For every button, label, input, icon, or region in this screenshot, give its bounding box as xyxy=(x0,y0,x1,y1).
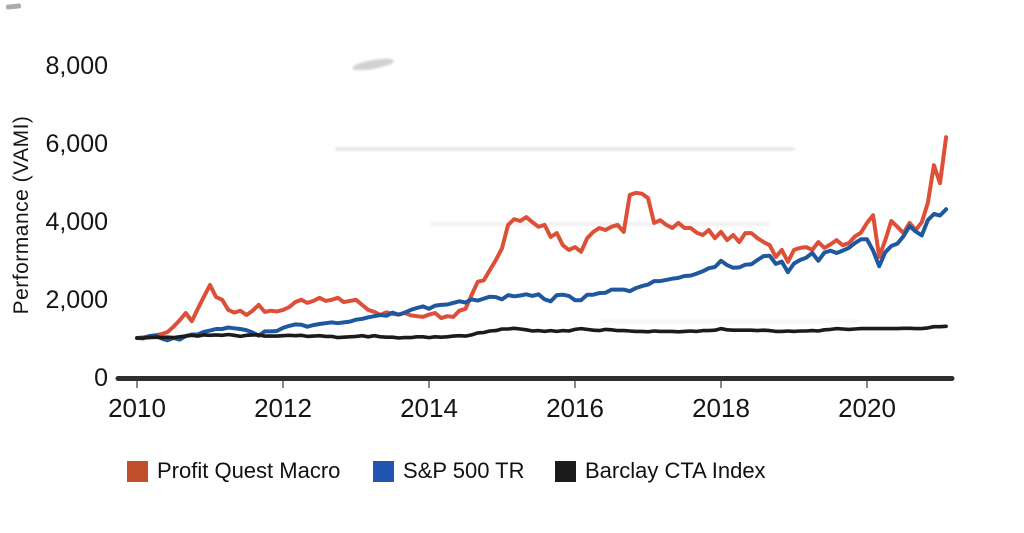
legend-label: Barclay CTA Index xyxy=(585,458,766,483)
y-tick-label: 6,000 xyxy=(45,130,108,158)
x-tick-label: 2012 xyxy=(254,393,312,423)
y-tick-label: 8,000 xyxy=(45,52,108,80)
chart-legend: Profit Quest Macro S&P 500 TR Barclay CT… xyxy=(0,458,1024,485)
legend-swatch-blue xyxy=(373,460,394,482)
x-tick-label: 2018 xyxy=(692,393,750,423)
x-tick-label: 2010 xyxy=(108,393,166,423)
y-tick-label: 0 xyxy=(94,364,108,392)
legend-item-sp500-tr: S&P 500 TR xyxy=(373,458,525,483)
legend-item-profit-quest-macro: Profit Quest Macro xyxy=(127,458,341,483)
series-line-barclay-cta-index xyxy=(135,324,948,340)
legend-swatch-black xyxy=(555,460,576,482)
x-tick-label: 2020 xyxy=(838,393,896,423)
legend-item-barclay-cta-index: Barclay CTA Index xyxy=(555,458,766,483)
x-tick-label: 2014 xyxy=(400,393,458,423)
legend-label: Profit Quest Macro xyxy=(157,458,341,483)
y-tick-label: 2,000 xyxy=(45,286,108,314)
legend-swatch-red xyxy=(127,460,148,482)
series-line-s-p-500-tr xyxy=(135,207,949,343)
y-axis-label: Performance (VAMI) xyxy=(10,115,33,315)
series-line-profit-quest-macro xyxy=(135,135,949,340)
y-tick-label: 4,000 xyxy=(45,208,108,236)
x-tick-label: 2016 xyxy=(546,393,604,423)
legend-label: S&P 500 TR xyxy=(403,458,525,483)
